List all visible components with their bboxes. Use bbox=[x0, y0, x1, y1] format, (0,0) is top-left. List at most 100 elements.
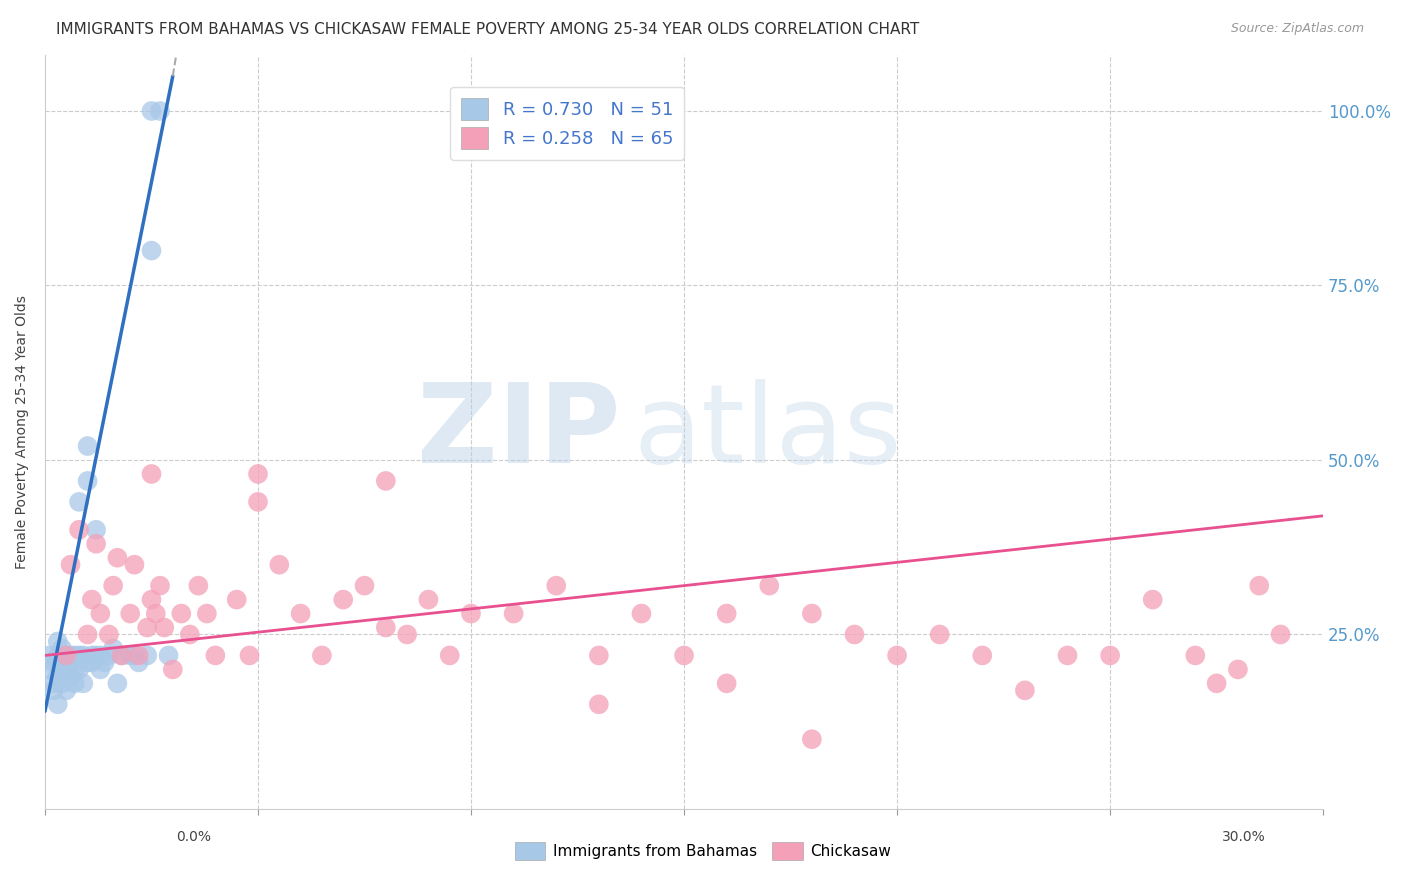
Point bbox=[59, 669, 82, 683]
Point bbox=[157, 648, 180, 663]
Point bbox=[55, 683, 77, 698]
Point bbox=[179, 627, 201, 641]
Point bbox=[141, 103, 163, 118]
Point bbox=[89, 648, 111, 663]
Point bbox=[76, 656, 98, 670]
Point bbox=[55, 669, 77, 683]
Point bbox=[55, 662, 77, 676]
Point bbox=[844, 627, 866, 641]
Point bbox=[225, 592, 247, 607]
Point bbox=[107, 550, 129, 565]
Point bbox=[396, 627, 419, 641]
Text: 30.0%: 30.0% bbox=[1222, 830, 1265, 844]
Point bbox=[97, 648, 120, 663]
Point bbox=[238, 648, 260, 663]
Point bbox=[97, 627, 120, 641]
Point bbox=[84, 537, 107, 551]
Point bbox=[374, 620, 396, 634]
Point bbox=[170, 607, 193, 621]
Point bbox=[84, 523, 107, 537]
Point bbox=[46, 648, 69, 663]
Point bbox=[76, 627, 98, 641]
Point bbox=[120, 648, 142, 663]
Point bbox=[42, 656, 65, 670]
Point bbox=[46, 669, 69, 683]
Point bbox=[149, 579, 172, 593]
Point bbox=[42, 676, 65, 690]
Point bbox=[124, 648, 146, 663]
Point bbox=[630, 607, 652, 621]
Point bbox=[1014, 683, 1036, 698]
Point bbox=[311, 648, 333, 663]
Point bbox=[460, 607, 482, 621]
Point bbox=[374, 474, 396, 488]
Text: IMMIGRANTS FROM BAHAMAS VS CHICKASAW FEMALE POVERTY AMONG 25-34 YEAR OLDS CORREL: IMMIGRANTS FROM BAHAMAS VS CHICKASAW FEM… bbox=[56, 22, 920, 37]
Point bbox=[269, 558, 291, 572]
Point bbox=[141, 592, 163, 607]
Point bbox=[546, 579, 568, 593]
Point bbox=[67, 648, 90, 663]
Point bbox=[588, 648, 610, 663]
Point bbox=[972, 648, 994, 663]
Point bbox=[1226, 662, 1249, 676]
Point bbox=[162, 662, 184, 676]
Point bbox=[42, 683, 65, 698]
Point bbox=[673, 648, 696, 663]
Point bbox=[63, 676, 86, 690]
Point bbox=[141, 244, 163, 258]
Point bbox=[800, 607, 823, 621]
Point bbox=[101, 579, 124, 593]
Point bbox=[204, 648, 226, 663]
Text: Source: ZipAtlas.com: Source: ZipAtlas.com bbox=[1230, 22, 1364, 36]
Point bbox=[80, 592, 103, 607]
Point bbox=[51, 662, 73, 676]
Point bbox=[59, 656, 82, 670]
Point bbox=[93, 656, 115, 670]
Legend: R = 0.730   N = 51, R = 0.258   N = 65: R = 0.730 N = 51, R = 0.258 N = 65 bbox=[450, 87, 683, 160]
Point bbox=[290, 607, 312, 621]
Point bbox=[418, 592, 440, 607]
Text: atlas: atlas bbox=[633, 378, 901, 485]
Point bbox=[124, 558, 146, 572]
Y-axis label: Female Poverty Among 25-34 Year Olds: Female Poverty Among 25-34 Year Olds bbox=[15, 295, 30, 569]
Point bbox=[1249, 579, 1271, 593]
Point bbox=[46, 698, 69, 712]
Point bbox=[51, 656, 73, 670]
Point bbox=[1142, 592, 1164, 607]
Point bbox=[149, 103, 172, 118]
Point bbox=[76, 439, 98, 453]
Point bbox=[84, 648, 107, 663]
Point bbox=[38, 662, 60, 676]
Point bbox=[145, 607, 167, 621]
Point bbox=[136, 620, 159, 634]
Point bbox=[716, 607, 738, 621]
Point bbox=[80, 656, 103, 670]
Point bbox=[55, 648, 77, 663]
Point bbox=[72, 676, 94, 690]
Point bbox=[353, 579, 375, 593]
Point bbox=[1205, 676, 1227, 690]
Point bbox=[38, 648, 60, 663]
Point bbox=[111, 648, 134, 663]
Point bbox=[128, 648, 150, 663]
Point bbox=[67, 495, 90, 509]
Point bbox=[588, 698, 610, 712]
Point bbox=[246, 495, 269, 509]
Point bbox=[1056, 648, 1078, 663]
Point bbox=[51, 641, 73, 656]
Point bbox=[800, 732, 823, 747]
Point bbox=[59, 648, 82, 663]
Point bbox=[51, 676, 73, 690]
Point bbox=[76, 474, 98, 488]
Point bbox=[63, 662, 86, 676]
Point bbox=[187, 579, 209, 593]
Point bbox=[59, 558, 82, 572]
Point bbox=[758, 579, 780, 593]
Point bbox=[246, 467, 269, 481]
Point bbox=[141, 467, 163, 481]
Point bbox=[928, 627, 950, 641]
Point bbox=[89, 662, 111, 676]
Point bbox=[67, 662, 90, 676]
Point bbox=[63, 648, 86, 663]
Point bbox=[67, 523, 90, 537]
